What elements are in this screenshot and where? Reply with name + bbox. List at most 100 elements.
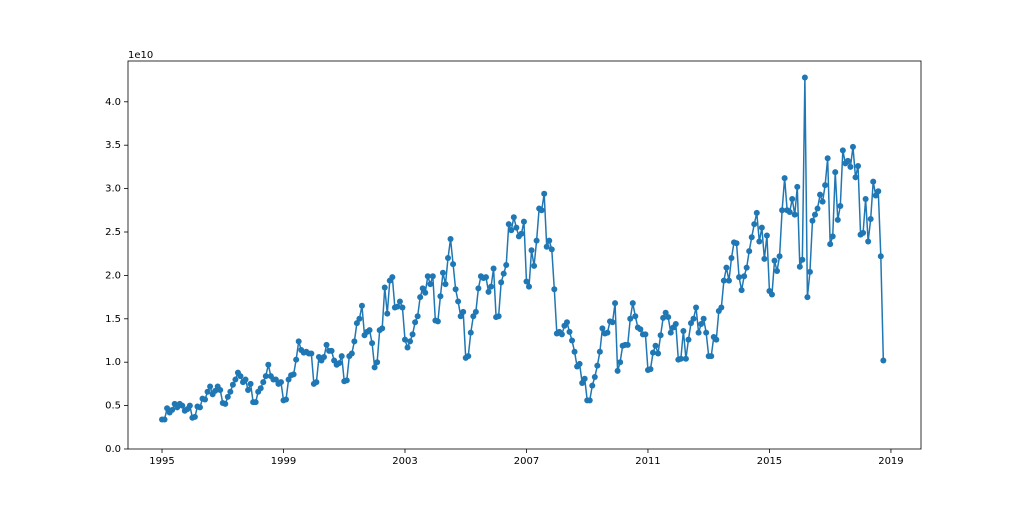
point-marker — [331, 357, 338, 364]
point-marker — [672, 321, 679, 328]
point-marker — [806, 268, 813, 275]
point-marker — [657, 332, 664, 339]
point-marker — [336, 360, 343, 367]
y-tick-label: 3.0 — [105, 184, 121, 195]
point-marker — [538, 207, 545, 214]
point-marker — [460, 308, 467, 315]
point-marker — [422, 289, 429, 296]
plot-frame — [127, 60, 922, 450]
point-marker — [543, 243, 550, 250]
point-marker — [520, 218, 527, 225]
point-marker — [687, 320, 694, 327]
point-marker — [596, 348, 603, 355]
point-marker — [526, 283, 533, 290]
point-marker — [685, 336, 692, 343]
y-tick-label: 4.0 — [105, 97, 121, 108]
point-marker — [728, 255, 735, 262]
point-marker — [847, 163, 854, 170]
point-marker — [713, 336, 720, 343]
point-marker — [774, 268, 781, 275]
point-marker — [389, 274, 396, 281]
x-tick-label: 1995 — [149, 456, 174, 467]
point-marker — [751, 221, 758, 228]
point-marker — [384, 310, 391, 317]
point-marker — [358, 302, 365, 309]
point-marker — [277, 379, 284, 386]
point-marker — [589, 382, 596, 389]
point-marker — [824, 155, 831, 162]
point-marker — [161, 416, 168, 423]
point-marker — [513, 224, 520, 231]
point-marker — [417, 294, 424, 301]
point-marker — [832, 169, 839, 176]
point-marker — [500, 270, 507, 277]
point-marker — [260, 379, 267, 386]
point-marker — [475, 285, 482, 292]
point-marker — [447, 235, 454, 242]
point-marker — [566, 328, 573, 335]
point-marker — [796, 263, 803, 270]
point-marker — [427, 281, 434, 288]
point-marker — [470, 313, 477, 320]
x-tick-label: 2011 — [635, 456, 660, 467]
point-marker — [877, 253, 884, 260]
series-line — [162, 77, 885, 421]
point-marker — [817, 191, 824, 198]
point-marker — [839, 147, 846, 154]
point-marker — [720, 277, 727, 284]
point-marker — [844, 157, 851, 164]
x-tick-label: 2015 — [757, 456, 782, 467]
y-tick-label: 2.0 — [105, 270, 121, 281]
point-marker — [308, 350, 315, 357]
point-marker — [272, 376, 279, 383]
point-marker — [827, 241, 834, 248]
point-marker — [609, 319, 616, 326]
point-marker — [252, 399, 259, 406]
y-offset-label: 1e10 — [128, 50, 153, 61]
point-marker — [434, 318, 441, 325]
point-marker — [569, 337, 576, 344]
point-marker — [700, 315, 707, 322]
point-marker — [753, 209, 760, 216]
point-marker — [401, 336, 408, 343]
point-marker — [801, 74, 808, 81]
point-marker — [343, 377, 350, 384]
y-tick-label: 2.5 — [105, 227, 121, 238]
point-marker — [429, 273, 436, 280]
point-marker — [642, 331, 649, 338]
point-marker — [222, 400, 229, 407]
point-marker — [465, 353, 472, 360]
point-marker — [698, 321, 705, 328]
point-marker — [488, 283, 495, 290]
point-marker — [680, 327, 687, 334]
point-marker — [207, 383, 214, 390]
point-marker — [799, 256, 806, 263]
point-marker — [627, 315, 634, 322]
point-marker — [419, 285, 426, 292]
point-marker — [579, 380, 586, 387]
point-marker — [262, 373, 269, 380]
point-marker — [379, 325, 386, 332]
point-marker — [849, 143, 856, 150]
point-marker — [576, 360, 583, 367]
point-marker — [204, 388, 211, 395]
point-marker — [202, 396, 209, 403]
point-marker — [791, 211, 798, 218]
point-marker — [599, 325, 606, 332]
point-marker — [667, 329, 674, 336]
point-marker — [196, 404, 203, 411]
x-tick-label: 2007 — [514, 456, 539, 467]
point-marker — [485, 288, 492, 295]
point-marker — [665, 314, 672, 321]
x-tick-label: 2003 — [392, 456, 417, 467]
point-marker — [407, 338, 414, 345]
point-marker — [510, 214, 517, 221]
point-marker — [763, 232, 770, 239]
point-marker — [875, 188, 882, 195]
point-marker — [652, 342, 659, 349]
point-marker — [503, 261, 510, 268]
point-marker — [563, 319, 570, 326]
point-marker — [179, 402, 186, 409]
point-marker — [860, 229, 867, 236]
point-marker — [867, 215, 874, 222]
